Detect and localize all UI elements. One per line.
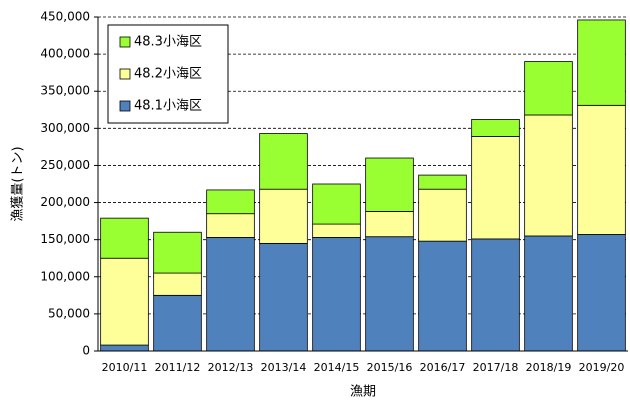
bar-segment — [100, 257, 149, 346]
bar-segment — [471, 238, 520, 352]
bar-segment — [153, 231, 202, 274]
bar-segment — [524, 114, 573, 237]
bar-segment — [365, 211, 414, 238]
y-axis-label: 漁獲量(トン) — [11, 146, 26, 221]
bar-segment — [471, 119, 520, 137]
bar-segment — [206, 213, 255, 238]
y-tick-label: 0 — [82, 344, 90, 358]
x-tick-label: 2014/15 — [314, 361, 360, 374]
bar-segment — [365, 157, 414, 212]
bar-segment — [153, 272, 202, 296]
bar-segment — [312, 183, 361, 225]
bar-segment — [577, 234, 626, 352]
bar-segment — [206, 189, 255, 215]
x-axis-label: 漁期 — [350, 385, 376, 400]
bar-segment — [418, 188, 467, 242]
bar-segment — [259, 242, 308, 352]
bar-segment — [577, 104, 626, 235]
x-tick-label: 2011/12 — [155, 361, 201, 374]
y-tick-label: 350,000 — [40, 84, 90, 98]
y-tick-label: 450,000 — [40, 10, 90, 24]
bar-segment — [312, 237, 361, 352]
bar-segment — [259, 133, 308, 190]
legend-label: 48.3小海区 — [134, 35, 202, 50]
x-tick-label: 2016/17 — [420, 361, 466, 374]
y-tick-label: 300,000 — [40, 121, 90, 135]
y-tick-label: 250,000 — [40, 158, 90, 172]
x-tick-label: 2019/20 — [579, 361, 625, 374]
bar-segment — [524, 61, 573, 116]
x-tick-label: 2012/13 — [208, 361, 254, 374]
bar-segment — [418, 240, 467, 352]
y-tick-label: 150,000 — [40, 232, 90, 246]
bar-segment — [471, 136, 520, 240]
bar-segment — [418, 174, 467, 190]
bar-segment — [100, 344, 149, 352]
bar-segment — [524, 235, 573, 352]
bar-segment — [259, 188, 308, 244]
y-tick-label: 100,000 — [40, 269, 90, 283]
legend-swatch — [119, 36, 131, 48]
x-tick-label: 2017/18 — [473, 361, 519, 374]
y-tick-label: 200,000 — [40, 195, 90, 209]
bar-segment — [153, 294, 202, 352]
y-tick-label: 400,000 — [40, 47, 90, 61]
bar-segment — [365, 236, 414, 352]
y-tick-label: 50,000 — [48, 306, 90, 320]
x-tick-label: 2010/11 — [102, 361, 148, 374]
legend-swatch — [119, 100, 131, 112]
x-tick-label: 2018/19 — [526, 361, 572, 374]
x-tick-label: 2013/14 — [261, 361, 307, 374]
bar-segment — [100, 217, 149, 259]
bar-segment — [577, 19, 626, 106]
x-tick-label: 2015/16 — [367, 361, 413, 374]
legend-label: 48.1小海区 — [134, 99, 202, 114]
legend-label: 48.2小海区 — [134, 67, 202, 82]
bar-segment — [312, 223, 361, 238]
legend-swatch — [119, 68, 131, 80]
bar-segment — [206, 237, 255, 352]
